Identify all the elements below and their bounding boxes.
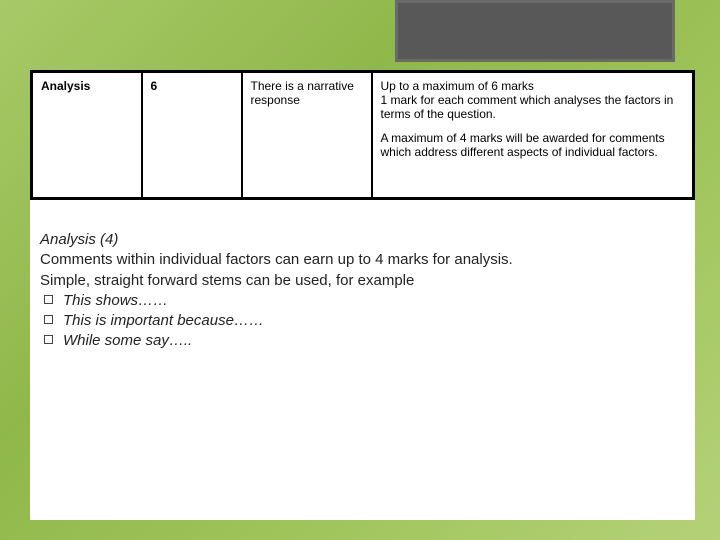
- square-bullet-icon: [44, 335, 53, 344]
- bullet-text: This is important because……: [63, 311, 264, 331]
- guidance-p1: Up to a maximum of 6 marks 1 mark for ea…: [381, 79, 685, 121]
- body-line-2: Simple, straight forward stems can be us…: [40, 271, 685, 291]
- bullet-text: While some say…..: [63, 331, 192, 351]
- guidance-p2: A maximum of 4 marks will be awarded for…: [381, 131, 685, 159]
- square-bullet-icon: [44, 295, 53, 304]
- content-card: Analysis 6 There is a narrative response…: [30, 70, 695, 520]
- body-line-1: Comments within individual factors can e…: [40, 250, 685, 270]
- accent-bar: [395, 0, 675, 62]
- square-bullet-icon: [44, 315, 53, 324]
- table-row: Analysis 6 There is a narrative response…: [32, 72, 694, 199]
- bullet-text: This shows……: [63, 291, 168, 311]
- body-heading: Analysis (4): [40, 230, 685, 250]
- bullet-item: This shows……: [40, 291, 685, 311]
- cell-marks: 6: [142, 72, 242, 199]
- body-text: Analysis (4) Comments within individual …: [30, 200, 695, 362]
- bullet-item: This is important because……: [40, 311, 685, 331]
- cell-guidance: Up to a maximum of 6 marks 1 mark for ea…: [372, 72, 694, 199]
- bullet-item: While some say…..: [40, 331, 685, 351]
- rubric-table: Analysis 6 There is a narrative response…: [30, 70, 695, 200]
- cell-category: Analysis: [32, 72, 142, 199]
- cell-descriptor: There is a narrative response: [242, 72, 372, 199]
